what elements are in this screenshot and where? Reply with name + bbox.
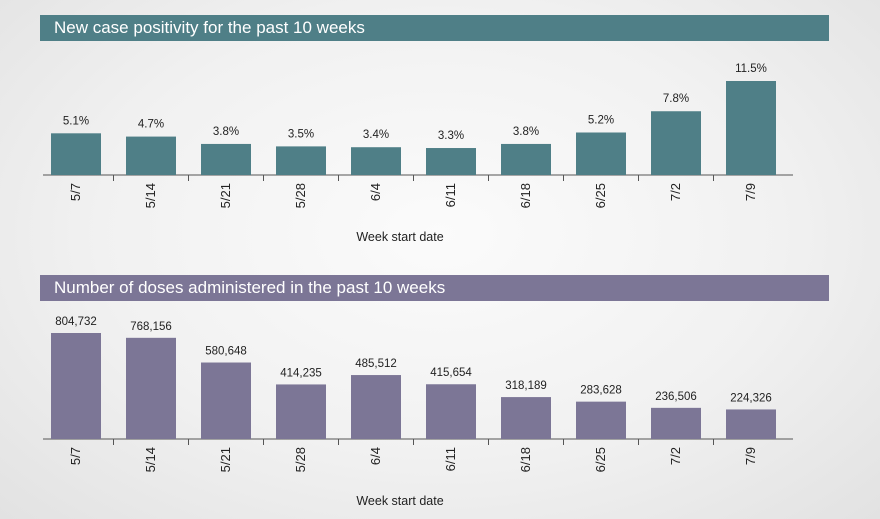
- x-tick-label: 7/9: [743, 183, 758, 201]
- bar: [201, 362, 251, 439]
- bar: [426, 148, 476, 175]
- bar: [51, 133, 101, 175]
- bar: [576, 401, 626, 439]
- data-label: 804,732: [55, 316, 97, 328]
- x-tick-label: 6/4: [368, 447, 383, 465]
- x-tick-label: 6/18: [518, 447, 533, 472]
- x-tick-label: 5/14: [143, 447, 158, 472]
- x-tick-label: 5/14: [143, 183, 158, 208]
- bar: [126, 337, 176, 439]
- positivity-chart-title: New case positivity for the past 10 week…: [40, 15, 829, 41]
- positivity-bar-chart: 5.1% 5/7 4.7% 5/14 3.8% 5/21 3.5% 5/28 3.4% 6/4 3.…: [43, 63, 793, 244]
- data-label: 3.3%: [438, 130, 464, 142]
- bar: [501, 397, 551, 439]
- x-tick-label: 5/21: [218, 447, 233, 472]
- data-label: 3.8%: [213, 126, 239, 138]
- bar: [126, 136, 176, 175]
- bar: [651, 407, 701, 439]
- x-tick-label: 6/25: [593, 183, 608, 208]
- data-label: 3.4%: [363, 129, 389, 141]
- bar: [576, 132, 626, 175]
- data-label: 318,189: [505, 380, 547, 392]
- x-tick-label: 7/9: [743, 447, 758, 465]
- bar: [276, 146, 326, 175]
- data-label: 5.1%: [63, 115, 89, 127]
- x-tick-label: 6/18: [518, 183, 533, 208]
- data-label: 236,506: [655, 391, 697, 403]
- data-label: 3.8%: [513, 126, 539, 138]
- x-axis-title: Week start date: [356, 494, 443, 508]
- x-tick-label: 6/11: [443, 447, 458, 471]
- bar: [276, 384, 326, 439]
- data-label: 485,512: [355, 358, 397, 370]
- doses-chart-title: Number of doses administered in the past…: [40, 275, 829, 301]
- x-tick-label: 6/25: [593, 447, 608, 472]
- x-tick-label: 6/11: [443, 183, 458, 207]
- x-tick-label: 5/7: [68, 447, 83, 465]
- data-label: 768,156: [130, 321, 172, 333]
- x-axis-title: Week start date: [356, 230, 443, 244]
- x-tick-label: 6/4: [368, 183, 383, 201]
- bar: [651, 111, 701, 175]
- data-label: 3.5%: [288, 128, 314, 140]
- bar: [51, 333, 101, 439]
- data-label: 580,648: [205, 346, 247, 358]
- bar: [501, 143, 551, 175]
- data-label: 414,235: [280, 367, 322, 379]
- x-tick-label: 5/28: [293, 447, 308, 472]
- x-tick-label: 5/28: [293, 183, 308, 208]
- data-label: 4.7%: [138, 119, 164, 131]
- bar: [351, 147, 401, 175]
- bar: [426, 384, 476, 439]
- bar: [726, 81, 776, 175]
- x-tick-label: 7/2: [668, 447, 683, 465]
- data-label: 7.8%: [663, 93, 689, 105]
- bar: [726, 409, 776, 439]
- x-tick-label: 5/21: [218, 183, 233, 208]
- x-tick-label: 7/2: [668, 183, 683, 201]
- bar: [351, 375, 401, 439]
- data-label: 5.2%: [588, 114, 614, 126]
- x-tick-label: 5/7: [68, 183, 83, 201]
- data-label: 224,326: [730, 392, 772, 404]
- data-label: 415,654: [430, 367, 472, 379]
- data-label: 283,628: [580, 385, 622, 397]
- bar: [201, 143, 251, 175]
- data-label: 11.5%: [735, 63, 767, 75]
